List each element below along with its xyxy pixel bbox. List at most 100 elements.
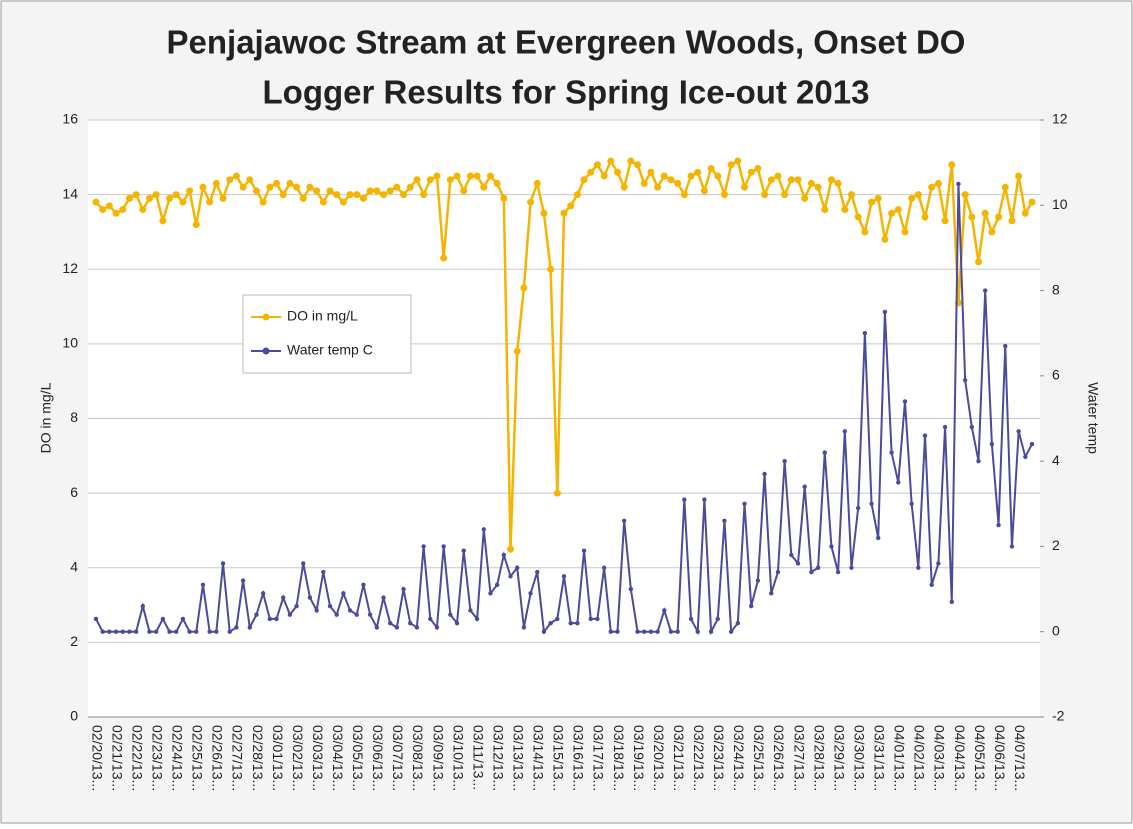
series-marker bbox=[454, 620, 460, 626]
series-marker bbox=[493, 179, 501, 187]
series-marker bbox=[112, 209, 120, 217]
series-marker bbox=[314, 608, 319, 613]
series-marker bbox=[667, 176, 675, 184]
series-marker bbox=[1029, 441, 1035, 447]
series-marker bbox=[929, 582, 934, 588]
series-marker bbox=[513, 347, 521, 355]
series-marker bbox=[901, 228, 909, 236]
series-marker bbox=[841, 206, 849, 214]
series-marker bbox=[386, 187, 394, 195]
series-marker bbox=[354, 612, 359, 617]
series-marker bbox=[902, 399, 908, 404]
series-marker bbox=[239, 183, 247, 191]
series-marker bbox=[333, 191, 341, 199]
series-marker bbox=[99, 206, 107, 214]
legend-box bbox=[242, 294, 412, 374]
x-tick-label: 03/16/13... bbox=[571, 725, 587, 791]
series-marker bbox=[613, 168, 621, 176]
series-marker bbox=[874, 194, 882, 202]
series-marker bbox=[983, 288, 988, 293]
series-marker bbox=[548, 620, 553, 626]
y-axis-label: DO in mg/L bbox=[38, 382, 54, 453]
x-tick-label: 03/22/13... bbox=[691, 725, 707, 791]
series-marker bbox=[374, 625, 379, 630]
series-marker bbox=[1003, 343, 1008, 349]
series-marker bbox=[547, 265, 555, 273]
series-marker bbox=[313, 187, 321, 195]
x-tick-label: 02/25/13... bbox=[190, 725, 206, 791]
series-marker bbox=[728, 629, 734, 634]
series-marker bbox=[876, 535, 881, 541]
series-marker bbox=[212, 179, 220, 187]
series-marker bbox=[809, 569, 814, 575]
series-marker bbox=[976, 458, 981, 464]
series-marker bbox=[366, 187, 374, 195]
series-marker bbox=[921, 213, 929, 221]
series-marker bbox=[192, 220, 200, 228]
x-tick-label: 04/04/13... bbox=[952, 725, 968, 791]
series-marker bbox=[246, 176, 254, 184]
series-marker bbox=[139, 206, 147, 214]
series-marker bbox=[782, 458, 787, 464]
y-tick-label: 2 bbox=[70, 633, 78, 649]
y2-tick-label: 12 bbox=[1052, 111, 1068, 127]
series-marker bbox=[968, 213, 976, 221]
series-marker bbox=[849, 565, 854, 570]
series-marker bbox=[274, 616, 279, 622]
series-marker bbox=[922, 433, 928, 438]
series-marker bbox=[152, 191, 160, 199]
series-marker bbox=[160, 616, 166, 622]
y-tick-label: 16 bbox=[62, 111, 78, 127]
y-tick-label: 6 bbox=[70, 484, 78, 500]
series-marker bbox=[573, 191, 581, 199]
series-marker bbox=[789, 552, 794, 558]
series-marker bbox=[769, 591, 774, 596]
series-marker bbox=[700, 187, 708, 195]
series-marker bbox=[220, 561, 226, 566]
series-marker bbox=[421, 544, 426, 549]
series-marker bbox=[575, 620, 580, 626]
series-marker bbox=[642, 629, 647, 634]
series-marker bbox=[741, 183, 749, 191]
series-marker bbox=[660, 172, 668, 180]
x-tick-label: 04/06/13... bbox=[992, 725, 1008, 791]
series-marker bbox=[854, 213, 862, 221]
series-marker bbox=[775, 569, 781, 575]
series-marker bbox=[254, 612, 259, 617]
x-tick-label: 03/12/13... bbox=[490, 725, 506, 791]
series-marker bbox=[553, 489, 561, 497]
series-marker bbox=[822, 450, 827, 455]
y-tick-label: 8 bbox=[70, 409, 78, 425]
series-marker bbox=[400, 191, 408, 199]
series-marker bbox=[914, 191, 922, 199]
x-tick-label: 03/31/13... bbox=[872, 725, 888, 791]
series-marker bbox=[281, 595, 286, 600]
series-marker bbox=[688, 616, 694, 622]
series-marker bbox=[862, 331, 868, 336]
series-marker bbox=[346, 191, 354, 199]
series-marker bbox=[702, 497, 707, 502]
series-marker bbox=[975, 258, 983, 266]
y2-tick-label: -2 bbox=[1052, 708, 1065, 724]
series-marker bbox=[1009, 544, 1015, 549]
series-marker bbox=[132, 191, 140, 199]
series-marker bbox=[888, 209, 896, 217]
series-marker bbox=[207, 629, 212, 634]
series-marker bbox=[500, 194, 508, 202]
series-marker bbox=[869, 501, 874, 506]
series-marker bbox=[521, 625, 527, 630]
series-marker bbox=[140, 603, 145, 609]
series-marker bbox=[501, 552, 507, 558]
series-marker bbox=[420, 191, 428, 199]
series-marker bbox=[247, 625, 252, 630]
x-tick-label: 03/18/13... bbox=[611, 725, 627, 791]
chart-title: Penjajawoc Stream at Evergreen Woods, On… bbox=[167, 24, 966, 61]
series-marker bbox=[615, 629, 620, 634]
x-tick-label: 04/05/13... bbox=[972, 725, 988, 791]
series-marker bbox=[133, 629, 139, 634]
series-marker bbox=[293, 183, 301, 191]
series-marker bbox=[234, 625, 239, 630]
series-marker bbox=[708, 629, 714, 634]
series-marker bbox=[647, 168, 655, 176]
series-marker bbox=[587, 168, 595, 176]
